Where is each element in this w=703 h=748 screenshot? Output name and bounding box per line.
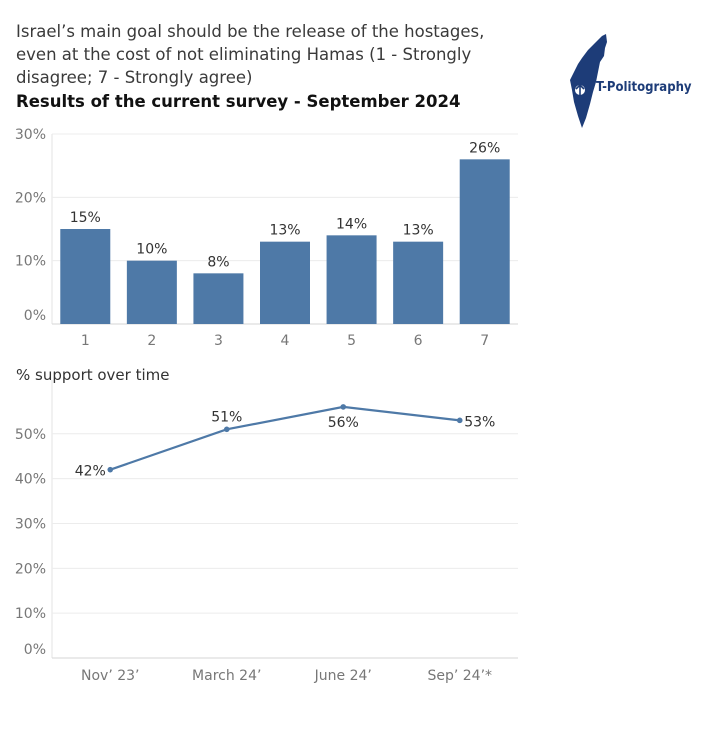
point-value-label: 51%	[211, 409, 242, 425]
bar-value-label: 14%	[336, 216, 367, 232]
x-tick-label: Sep’ 24’*	[427, 668, 492, 684]
bar	[193, 273, 244, 324]
y-tick-label: 40%	[15, 472, 46, 488]
x-tick-label: 5	[347, 333, 356, 349]
bar	[326, 235, 377, 324]
x-tick-label: 2	[147, 333, 156, 349]
data-point	[107, 466, 114, 473]
x-tick-label: 4	[281, 333, 290, 349]
x-tick-label: Nov’ 23’	[81, 668, 140, 684]
line-chart: 0% 10% 20% 30% 40% 50% 42% Nov’ 23’ 51% March 24’…	[15, 380, 518, 684]
logo-text: T-Politography	[596, 80, 692, 95]
point-value-label: 53%	[464, 414, 495, 430]
bar	[126, 260, 177, 324]
y-tick-label: 30%	[15, 127, 46, 143]
y-tick-label: 50%	[15, 427, 46, 443]
line-chart-title: % support over time	[16, 366, 170, 384]
y-tick-label: 0%	[24, 308, 46, 324]
bar-value-label: 13%	[269, 223, 300, 239]
data-point	[456, 417, 463, 424]
point-value-label: 42%	[75, 464, 106, 480]
bar-chart: 0% 10% 20% 30% 15% 1 10% 2 8% 3 13% 4 14% 5 13% 6 26% 7	[15, 127, 518, 349]
bar	[260, 241, 310, 324]
x-tick-label: 3	[214, 333, 223, 349]
point-value-label: 56%	[328, 415, 359, 431]
y-tick-label: 20%	[15, 190, 46, 206]
chart-subtitle: Results of the current survey - Septembe…	[16, 92, 461, 111]
x-tick-label: 7	[480, 333, 489, 349]
y-tick-label: 10%	[15, 606, 46, 622]
y-tick-label: 20%	[15, 561, 46, 577]
bar	[459, 159, 510, 324]
chart-title: Israel’s main goal should be the release…	[16, 22, 485, 87]
bar-value-label: 13%	[403, 223, 434, 239]
bar	[60, 229, 111, 324]
y-tick-label: 0%	[24, 642, 46, 658]
bar-value-label: 15%	[70, 210, 101, 226]
bar-value-label: 10%	[136, 242, 167, 258]
series-line	[109, 405, 460, 471]
x-tick-label: 1	[81, 333, 90, 349]
data-point	[340, 404, 347, 410]
bar-value-label: 26%	[469, 140, 500, 156]
bar-value-label: 8%	[207, 254, 229, 270]
logo-map-icon	[570, 34, 607, 128]
x-tick-label: March 24’	[192, 668, 261, 684]
data-point	[223, 426, 230, 433]
x-tick-label: 6	[414, 333, 423, 349]
x-tick-label: June 24’	[314, 668, 372, 684]
bar	[393, 241, 444, 324]
y-tick-label: 30%	[15, 516, 46, 532]
y-tick-label: 10%	[15, 254, 46, 270]
